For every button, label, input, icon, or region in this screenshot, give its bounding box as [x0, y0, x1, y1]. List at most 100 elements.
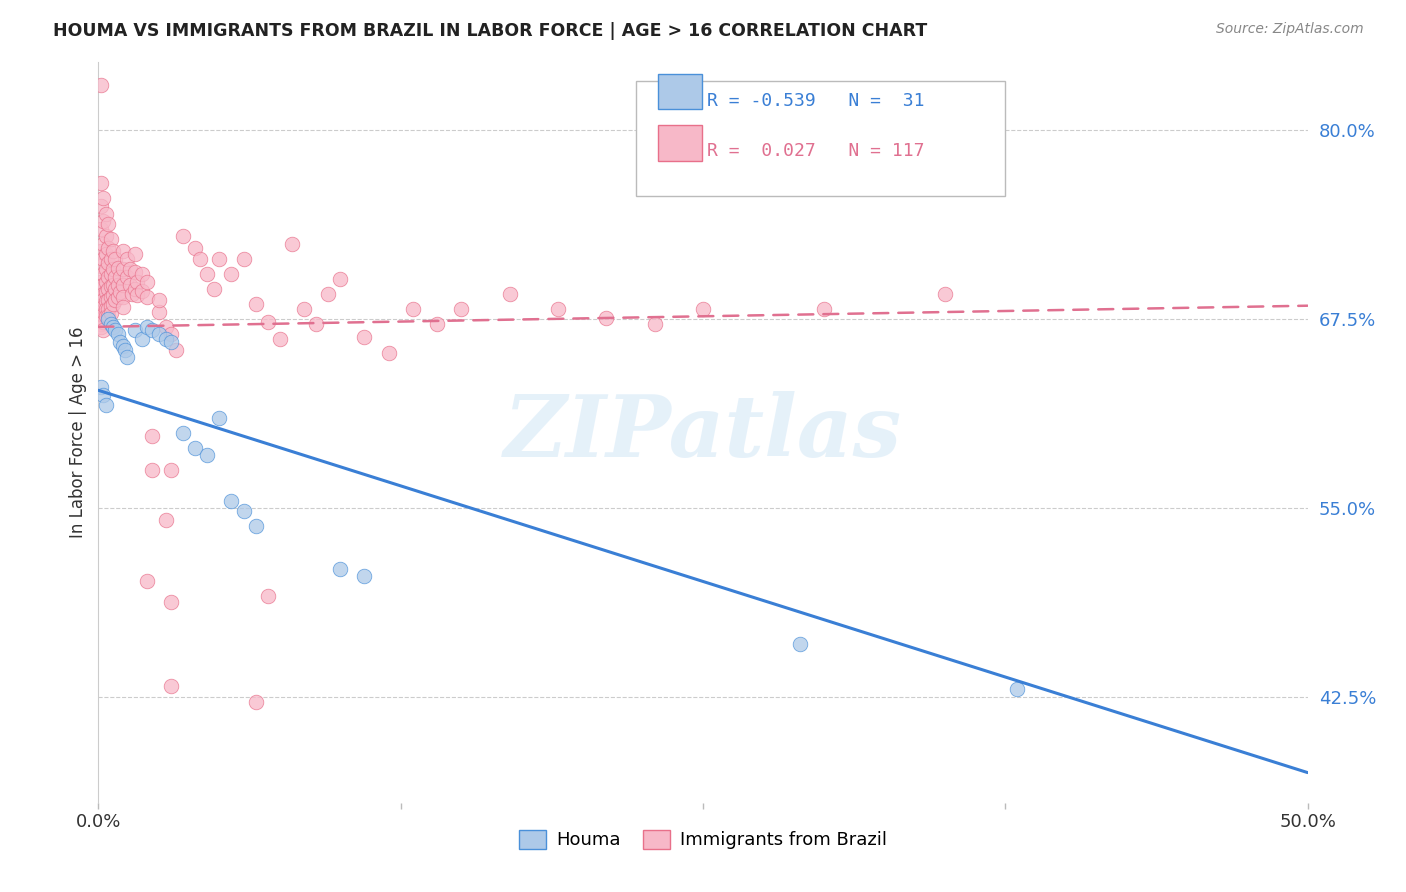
Point — [195, 448, 218, 462]
Point — [90, 319, 112, 334]
Point — [292, 301, 315, 316]
Point — [101, 262, 124, 277]
Point — [165, 343, 187, 357]
Point — [101, 297, 124, 311]
Point — [91, 252, 114, 266]
Point — [135, 290, 157, 304]
Point — [90, 221, 112, 235]
Point — [111, 339, 134, 353]
Point — [97, 282, 120, 296]
Point — [100, 317, 122, 331]
Point — [184, 441, 207, 455]
Point — [94, 399, 117, 413]
Text: ZIPatlas: ZIPatlas — [503, 391, 903, 475]
Legend: Houma, Immigrants from Brazil: Houma, Immigrants from Brazil — [512, 822, 894, 856]
Point — [426, 317, 449, 331]
Point — [118, 277, 141, 292]
Point — [117, 270, 139, 285]
Point — [94, 275, 117, 289]
Point — [172, 229, 194, 244]
Point — [91, 286, 114, 301]
Point — [281, 236, 304, 251]
Point — [155, 319, 177, 334]
Point — [94, 310, 117, 324]
Point — [329, 271, 352, 285]
Point — [101, 319, 124, 334]
Point — [121, 286, 143, 301]
Point — [160, 595, 183, 609]
Point — [91, 293, 114, 307]
Point — [104, 293, 127, 307]
Point — [91, 191, 114, 205]
Point — [353, 569, 375, 583]
Point — [94, 262, 117, 277]
Point — [269, 332, 291, 346]
Text: HOUMA VS IMMIGRANTS FROM BRAZIL IN LABOR FORCE | AGE > 16 CORRELATION CHART: HOUMA VS IMMIGRANTS FROM BRAZIL IN LABOR… — [53, 22, 928, 40]
Point — [91, 267, 114, 281]
Point — [108, 334, 131, 349]
Point — [91, 277, 114, 292]
Point — [160, 334, 183, 349]
Point — [94, 247, 117, 261]
Point — [91, 300, 114, 314]
Point — [195, 267, 218, 281]
Point — [100, 252, 122, 266]
Point — [127, 288, 149, 302]
Point — [160, 327, 183, 342]
Point — [90, 317, 112, 331]
Point — [108, 270, 131, 285]
Point — [813, 301, 835, 316]
Point — [100, 306, 122, 320]
Point — [131, 267, 153, 281]
Point — [377, 345, 399, 359]
Point — [111, 290, 134, 304]
Point — [124, 265, 146, 279]
Point — [117, 350, 139, 364]
Point — [107, 327, 129, 342]
Point — [90, 275, 112, 289]
Point — [256, 589, 278, 603]
Point — [111, 277, 134, 292]
Text: Source: ZipAtlas.com: Source: ZipAtlas.com — [1216, 22, 1364, 37]
Point — [232, 252, 254, 266]
Point — [90, 290, 112, 304]
Point — [221, 267, 243, 281]
Bar — [658, 73, 702, 109]
Point — [97, 241, 120, 255]
Point — [148, 304, 170, 318]
Point — [97, 293, 120, 307]
Point — [94, 285, 117, 299]
Point — [135, 275, 157, 289]
Point — [131, 284, 153, 298]
Point — [94, 229, 117, 244]
Point — [692, 301, 714, 316]
Point — [547, 301, 569, 316]
Point — [124, 247, 146, 261]
Point — [595, 310, 617, 325]
Point — [90, 308, 112, 322]
Point — [141, 463, 163, 477]
Point — [101, 277, 124, 292]
Point — [91, 315, 114, 329]
Point — [90, 380, 112, 394]
Point — [100, 290, 122, 304]
Point — [94, 301, 117, 316]
Point — [245, 519, 267, 533]
Point — [141, 323, 163, 337]
Point — [148, 293, 170, 307]
Point — [117, 252, 139, 266]
Point — [91, 308, 114, 322]
Point — [184, 241, 207, 255]
Point — [97, 310, 120, 324]
Point — [155, 513, 177, 527]
Point — [107, 290, 129, 304]
Point — [90, 244, 112, 259]
Point — [1007, 682, 1029, 697]
Point — [97, 217, 120, 231]
Point — [108, 285, 131, 299]
Point — [100, 299, 122, 313]
Point — [111, 300, 134, 314]
Point — [124, 323, 146, 337]
Point — [172, 425, 194, 440]
Point — [97, 301, 120, 316]
